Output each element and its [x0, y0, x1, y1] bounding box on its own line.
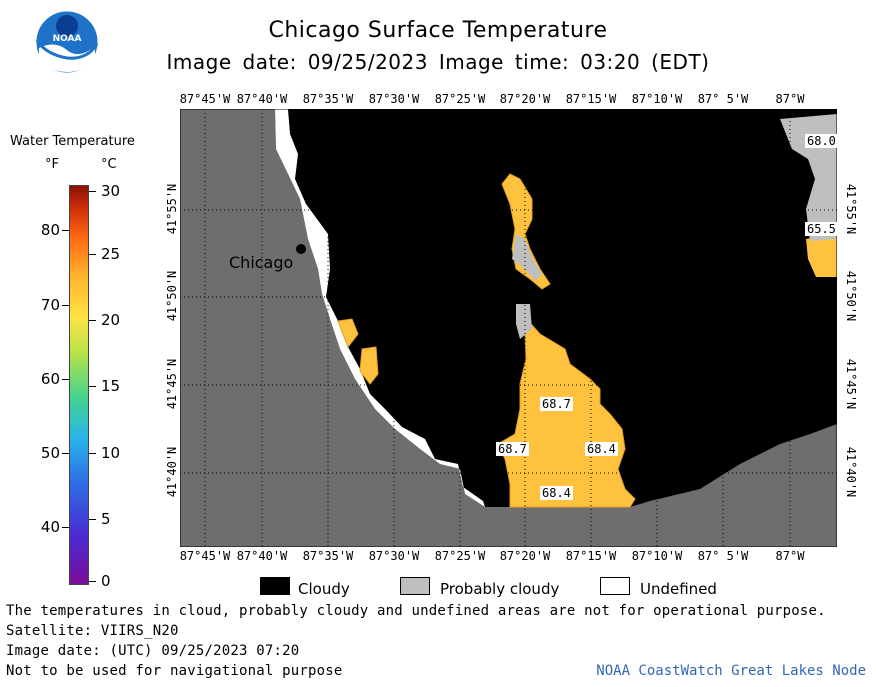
- warm-water-north-strip: [501, 173, 551, 290]
- longitude-label: 87°10'W: [631, 92, 683, 106]
- key-cloudy-label: Cloudy: [298, 580, 350, 598]
- longitude-label: 87°40'W: [236, 549, 288, 563]
- warm-water-west-1: [337, 318, 359, 349]
- temperature-label: 68.7: [496, 442, 529, 456]
- longitude-label: 87°30'W: [368, 92, 420, 106]
- fahrenheit-tick-label: 50: [40, 444, 60, 462]
- probably-cloudy-north: [512, 234, 542, 281]
- temperature-label: 68.4: [585, 442, 618, 456]
- noaa-logo-icon: [35, 10, 99, 74]
- celsius-tick-mark: [89, 254, 96, 255]
- fahrenheit-tick-label: 40: [40, 518, 60, 536]
- noaa-logo: NOAA: [35, 10, 99, 74]
- longitude-label: 87°35'W: [302, 549, 354, 563]
- land-west: [180, 109, 837, 547]
- celsius-tick-label: 30: [101, 182, 121, 200]
- longitude-label: 87°45'W: [179, 92, 231, 106]
- longitude-label: 87°20'W: [499, 549, 551, 563]
- fahrenheit-tick-mark: [62, 379, 69, 380]
- key-undefined-label: Undefined: [640, 580, 717, 598]
- key-probably-cloudy-swatch: [400, 577, 430, 595]
- footer-satellite: Satellite: VIIRS_N20: [6, 623, 179, 639]
- noaa-logo-text: NOAA: [52, 34, 82, 44]
- city-label-chicago: Chicago: [229, 253, 294, 272]
- key-probably-cloudy-label: Probably cloudy: [440, 580, 560, 598]
- latitude-label: 41°55'N: [844, 183, 858, 235]
- longitude-label: 87°20'W: [499, 92, 551, 106]
- latitude-label: 41°45'N: [165, 358, 179, 410]
- longitude-label: 87°25'W: [434, 92, 486, 106]
- longitude-label: 87°15'W: [565, 549, 617, 563]
- unit-celsius: °C: [101, 157, 117, 172]
- warm-water-west-2: [359, 346, 379, 385]
- footer-nav-warning: Not to be used for navigational purpose: [6, 663, 343, 679]
- celsius-tick-label: 15: [101, 377, 121, 395]
- fahrenheit-tick-mark: [62, 453, 69, 454]
- latitude-label: 41°40'N: [165, 446, 179, 498]
- celsius-tick-mark: [89, 191, 96, 192]
- latitude-label: 41°50'N: [165, 270, 179, 322]
- latitude-label: 41°55'N: [165, 183, 179, 235]
- temperature-label: 68.7: [540, 397, 573, 411]
- longitude-label: 87° 5'W: [697, 92, 749, 106]
- key-cloudy-swatch: [260, 577, 290, 595]
- longitude-label: 87°W: [775, 549, 805, 563]
- page-title: Chicago Surface Temperature: [268, 18, 608, 43]
- image-datetime: Image date: 09/25/2023 Image time: 03:20…: [166, 50, 710, 74]
- unit-fahrenheit: °F: [45, 157, 59, 172]
- celsius-tick-label: 5: [101, 510, 111, 528]
- longitude-label: 87° 5'W: [697, 549, 749, 563]
- chicago-marker: [296, 244, 306, 254]
- longitude-label: 87°10'W: [631, 549, 683, 563]
- temperature-map: [180, 109, 837, 547]
- temperature-label: 65.5: [805, 222, 838, 236]
- warm-water-east: [806, 234, 837, 277]
- celsius-tick-label: 10: [101, 444, 121, 462]
- longitude-label: 87°40'W: [236, 92, 288, 106]
- longitude-label: 87°15'W: [565, 92, 617, 106]
- temperature-colorbar: [69, 185, 89, 585]
- celsius-tick-mark: [89, 386, 96, 387]
- probably-cloudy-central: [516, 304, 532, 339]
- celsius-tick-label: 0: [101, 572, 111, 590]
- celsius-tick-label: 25: [101, 245, 121, 263]
- fahrenheit-tick-label: 60: [40, 370, 60, 388]
- footer-credit: NOAA CoastWatch Great Lakes Node: [596, 663, 866, 679]
- footer-note: The temperatures in cloud, probably clou…: [6, 603, 826, 619]
- fahrenheit-tick-mark: [62, 305, 69, 306]
- longitude-label: 87°30'W: [368, 549, 420, 563]
- celsius-tick-label: 20: [101, 311, 121, 329]
- longitude-label: 87°W: [775, 92, 805, 106]
- celsius-tick-mark: [89, 320, 96, 321]
- longitude-label: 87°45'W: [179, 549, 231, 563]
- celsius-tick-mark: [89, 453, 96, 454]
- key-undefined-swatch: [600, 577, 630, 595]
- fahrenheit-tick-mark: [62, 230, 69, 231]
- latitude-label: 41°45'N: [844, 358, 858, 410]
- graticule: [180, 109, 837, 547]
- longitude-label: 87°35'W: [302, 92, 354, 106]
- fahrenheit-tick-label: 80: [40, 221, 60, 239]
- celsius-tick-mark: [89, 581, 96, 582]
- celsius-tick-mark: [89, 519, 96, 520]
- temperature-label: 68.0: [805, 134, 838, 148]
- temperature-label: 68.4: [540, 486, 573, 500]
- footer-date-utc: Image date: (UTC) 09/25/2023 07:20: [6, 643, 300, 659]
- fahrenheit-tick-label: 70: [40, 296, 60, 314]
- legend-title: Water Temperature: [10, 134, 135, 149]
- latitude-label: 41°50'N: [844, 270, 858, 322]
- fahrenheit-tick-mark: [62, 527, 69, 528]
- longitude-label: 87°25'W: [434, 549, 486, 563]
- latitude-label: 41°40'N: [844, 446, 858, 498]
